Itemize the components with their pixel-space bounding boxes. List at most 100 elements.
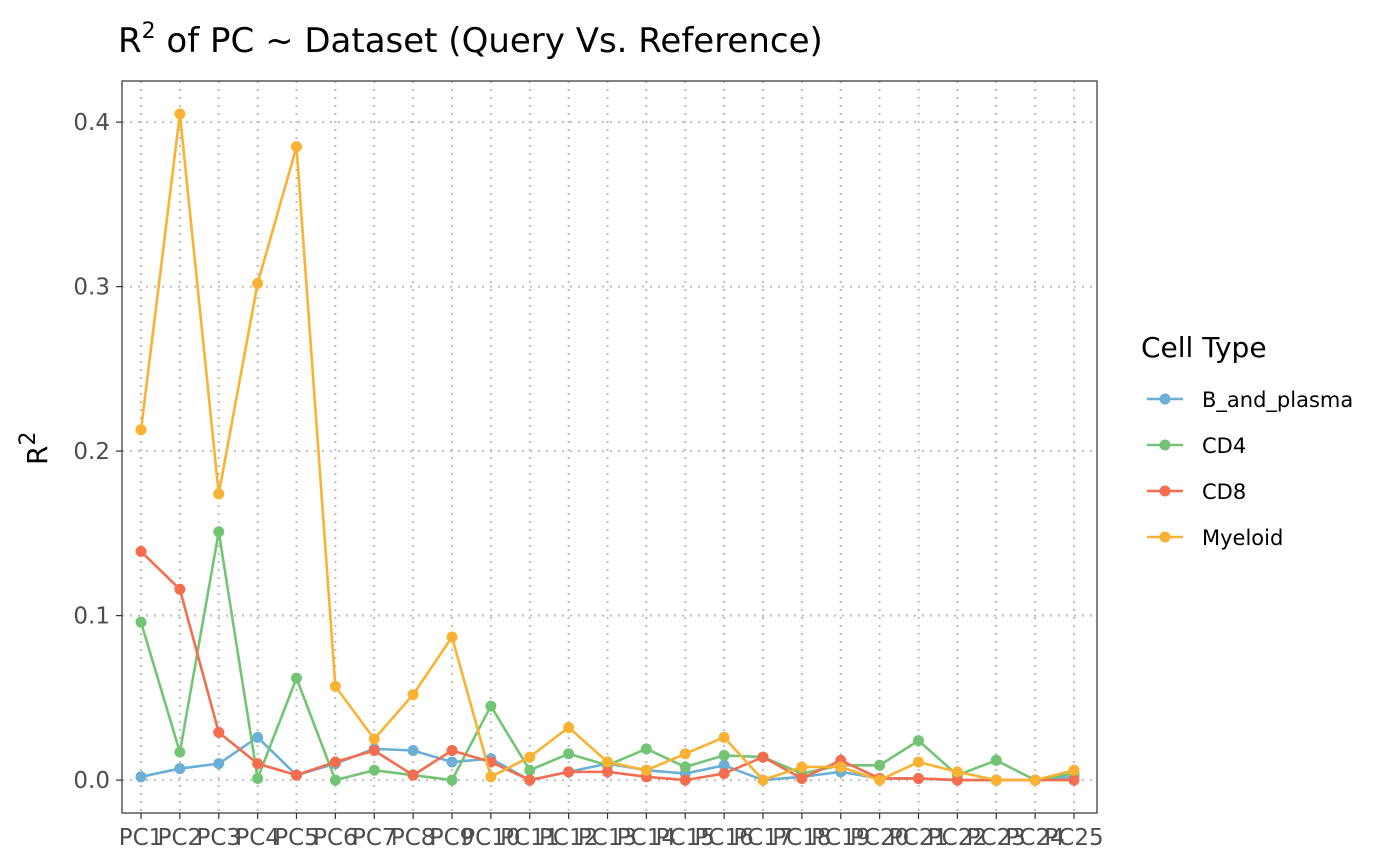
- data-point: [796, 772, 808, 784]
- x-tick-label: PC19: [811, 825, 870, 851]
- data-point: [329, 680, 341, 692]
- y-tick-label: 0.2: [73, 439, 110, 465]
- data-point: [291, 141, 302, 153]
- data-point: [679, 748, 691, 760]
- data-point: [135, 771, 147, 783]
- x-tick-label: PC14: [617, 825, 676, 851]
- x-tick-label: PC8: [391, 825, 436, 851]
- legend-key-point: [1159, 485, 1171, 497]
- y-axis-label: R2: [16, 432, 54, 465]
- data-point: [602, 766, 613, 778]
- data-point: [174, 746, 186, 758]
- legend-item: CD4: [1147, 434, 1246, 458]
- data-point: [874, 759, 886, 771]
- data-point: [757, 774, 769, 786]
- data-point: [874, 774, 886, 786]
- data-point: [990, 774, 1002, 786]
- legend-item: B_and_plasma: [1147, 388, 1353, 413]
- data-point: [485, 771, 497, 783]
- grid: [122, 81, 1097, 813]
- y-tick-label: 0.1: [73, 604, 110, 630]
- data-point: [563, 748, 575, 760]
- data-point: [368, 733, 380, 745]
- data-point: [174, 763, 186, 775]
- data-point: [135, 424, 147, 436]
- data-point: [990, 754, 1002, 766]
- data-point: [291, 672, 302, 684]
- data-point: [835, 761, 847, 773]
- data-point: [213, 526, 225, 538]
- data-point: [407, 689, 419, 701]
- data-point: [446, 756, 458, 768]
- data-point: [913, 756, 924, 768]
- x-axis: PC1PC2PC3PC4PC5PC6PC7PC8PC9PC10PC11PC12P…: [119, 813, 1104, 851]
- x-tick-label: PC12: [539, 825, 598, 851]
- legend-key-point: [1159, 393, 1171, 405]
- data-point: [563, 766, 575, 778]
- data-point: [1068, 764, 1080, 776]
- x-tick-label: PC11: [500, 825, 559, 851]
- data-point: [1029, 774, 1041, 786]
- data-point: [640, 743, 652, 755]
- series-line: [139, 113, 1075, 782]
- data-point: [563, 721, 575, 733]
- x-tick-label: PC21: [889, 825, 948, 851]
- data-point: [524, 751, 536, 763]
- data-point: [252, 758, 264, 770]
- data-point: [718, 759, 730, 771]
- x-tick-label: PC17: [733, 825, 792, 851]
- data-point: [446, 631, 458, 643]
- data-point: [213, 758, 225, 770]
- data-point: [524, 774, 536, 786]
- legend-key-point: [1159, 531, 1171, 543]
- x-tick-label: PC18: [772, 825, 831, 851]
- data-point: [252, 731, 264, 743]
- data-point: [329, 774, 341, 786]
- data-point: [135, 545, 147, 557]
- data-point: [951, 766, 963, 778]
- data-point: [368, 744, 380, 756]
- data-point: [718, 768, 730, 780]
- data-point: [913, 735, 924, 747]
- x-tick-label: PC4: [235, 825, 280, 851]
- data-point: [602, 756, 613, 768]
- data-point: [796, 761, 808, 773]
- data-point: [135, 616, 147, 628]
- data-point: [174, 108, 186, 120]
- data-point: [679, 774, 691, 786]
- data-point: [446, 744, 458, 756]
- y-tick-label: 0.0: [73, 768, 110, 794]
- data-point: [368, 764, 380, 776]
- y-tick-label: 0.4: [73, 110, 110, 136]
- data-point: [174, 583, 186, 595]
- legend-title: Cell Type: [1141, 331, 1267, 364]
- plot-panel-border: [121, 80, 1098, 814]
- x-tick-label: PC1: [119, 825, 164, 851]
- data-point: [757, 751, 769, 763]
- legend: Cell Type B_and_plasma CD4 CD8 Myeloid: [1141, 331, 1353, 550]
- legend-key-point: [1159, 439, 1171, 451]
- legend-label: Myeloid: [1202, 526, 1283, 550]
- x-tick-label: PC3: [196, 825, 241, 851]
- data-point: [718, 749, 730, 761]
- chart-title: R2 of PC ~ Dataset (Query Vs. Reference): [118, 19, 823, 61]
- x-tick-label: PC5: [274, 825, 319, 851]
- x-tick-label: PC25: [1044, 825, 1103, 851]
- legend-item: Myeloid: [1147, 526, 1283, 550]
- y-tick-label: 0.3: [73, 275, 110, 301]
- x-tick-label: PC9: [430, 825, 475, 851]
- data-point: [446, 774, 458, 786]
- series-line: [139, 531, 1075, 784]
- data-point: [213, 726, 225, 738]
- data-point: [329, 756, 341, 768]
- data-point: [407, 744, 419, 756]
- data-point: [640, 764, 652, 776]
- legend-item: CD8: [1147, 480, 1246, 504]
- data-point: [213, 488, 225, 500]
- x-tick-label: PC15: [656, 825, 715, 851]
- x-tick-label: PC22: [928, 825, 987, 851]
- x-tick-label: PC20: [850, 825, 909, 851]
- data-point: [524, 764, 536, 776]
- series-Myeloid: [135, 108, 1080, 786]
